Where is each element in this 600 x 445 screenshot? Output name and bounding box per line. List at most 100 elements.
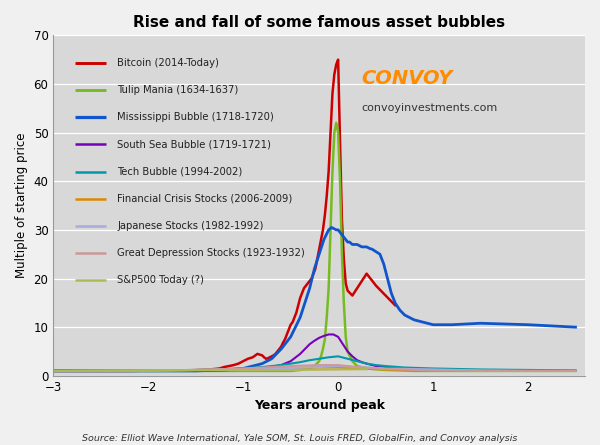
South Sea Bubble (1719-1721) (477, 368, 484, 374)
South Sea Bubble (1719-1721) (311, 338, 318, 344)
Financial Crisis Stocks (2006-2009) (97, 368, 104, 373)
Mississippi Bubble (1718-1720) (572, 324, 579, 330)
Bitcoin (2014-Today) (50, 368, 57, 374)
South Sea Bubble (1719-1721) (572, 368, 579, 374)
S&P500 Today (?) (50, 368, 57, 374)
Financial Crisis Stocks (2006-2009) (382, 367, 389, 372)
Japanese Stocks (1982-1992) (145, 368, 152, 373)
Tech Bubble (1994-2002) (50, 368, 57, 374)
Line: Japanese Stocks (1982-1992): Japanese Stocks (1982-1992) (53, 366, 575, 371)
Mississippi Bubble (1718-1720) (361, 244, 368, 250)
Mississippi Bubble (1718-1720) (346, 239, 353, 245)
Mississippi Bubble (1718-1720) (337, 230, 344, 235)
Tulip Mania (1634-1637) (287, 368, 294, 374)
Tech Bubble (1994-2002) (259, 364, 266, 370)
Tech Bubble (1994-2002) (192, 367, 199, 372)
Financial Crisis Stocks (2006-2009) (335, 365, 342, 370)
Tech Bubble (1994-2002) (344, 356, 351, 361)
South Sea Bubble (1719-1721) (335, 334, 342, 340)
South Sea Bubble (1719-1721) (339, 341, 346, 347)
Tech Bubble (1994-2002) (430, 366, 437, 371)
Mississippi Bubble (1718-1720) (369, 247, 376, 252)
Tech Bubble (1994-2002) (524, 367, 532, 372)
Great Depression Stocks (1923-1932) (145, 368, 152, 373)
Japanese Stocks (1982-1992) (363, 365, 370, 370)
Mississippi Bubble (1718-1720) (287, 334, 294, 340)
Great Depression Stocks (1923-1932) (353, 364, 361, 370)
Great Depression Stocks (1923-1932) (97, 368, 104, 373)
Tulip Mania (1634-1637) (340, 300, 347, 306)
Mississippi Bubble (1718-1720) (296, 315, 304, 320)
South Sea Bubble (1719-1721) (306, 341, 313, 347)
South Sea Bubble (1719-1721) (349, 354, 356, 359)
Great Depression Stocks (1923-1932) (477, 368, 484, 374)
Y-axis label: Multiple of starting price: Multiple of starting price (15, 133, 28, 278)
South Sea Bubble (1719-1721) (373, 364, 380, 369)
Text: South Sea Bubble (1719-1721): South Sea Bubble (1719-1721) (117, 139, 271, 149)
Bitcoin (2014-Today) (295, 303, 302, 308)
Mississippi Bubble (1718-1720) (306, 286, 313, 291)
Tech Bubble (1994-2002) (239, 366, 247, 371)
Mississippi Bubble (1718-1720) (268, 356, 275, 361)
Mississippi Bubble (1718-1720) (392, 300, 399, 306)
Line: Mississippi Bubble (1718-1720): Mississippi Bubble (1718-1720) (53, 227, 575, 371)
South Sea Bubble (1719-1721) (192, 368, 199, 374)
S&P500 Today (?) (145, 368, 152, 373)
South Sea Bubble (1719-1721) (430, 367, 437, 372)
Mississippi Bubble (1718-1720) (278, 346, 285, 352)
Tech Bubble (1994-2002) (373, 362, 380, 368)
South Sea Bubble (1719-1721) (320, 333, 328, 339)
Mississippi Bubble (1718-1720) (259, 361, 266, 366)
Tech Bubble (1994-2002) (278, 362, 285, 368)
X-axis label: Years around peak: Years around peak (254, 399, 385, 412)
Financial Crisis Stocks (2006-2009) (287, 365, 294, 371)
S&P500 Today (?) (239, 368, 247, 373)
Tulip Mania (1634-1637) (524, 368, 532, 374)
Great Depression Stocks (1923-1932) (382, 366, 389, 372)
Tulip Mania (1634-1637) (327, 227, 334, 233)
Mississippi Bubble (1718-1720) (401, 312, 408, 318)
Tulip Mania (1634-1637) (321, 336, 328, 342)
Great Depression Stocks (1923-1932) (572, 368, 579, 374)
Mississippi Bubble (1718-1720) (192, 368, 199, 374)
Tulip Mania (1634-1637) (259, 368, 266, 374)
Text: Mississippi Bubble (1718-1720): Mississippi Bubble (1718-1720) (117, 112, 274, 122)
Great Depression Stocks (1923-1932) (524, 368, 532, 374)
Japanese Stocks (1982-1992) (97, 368, 104, 373)
Mississippi Bubble (1718-1720) (320, 237, 328, 242)
Mississippi Bubble (1718-1720) (353, 242, 361, 247)
South Sea Bubble (1719-1721) (287, 359, 294, 364)
Mississippi Bubble (1718-1720) (366, 246, 373, 251)
South Sea Bubble (1719-1721) (296, 351, 304, 356)
Tulip Mania (1634-1637) (344, 349, 351, 354)
Mississippi Bubble (1718-1720) (384, 276, 391, 281)
Bitcoin (2014-Today) (335, 57, 342, 62)
Financial Crisis Stocks (2006-2009) (145, 368, 152, 373)
Tech Bubble (1994-2002) (382, 364, 389, 369)
Tulip Mania (1634-1637) (317, 354, 325, 359)
S&P500 Today (?) (316, 367, 323, 372)
Line: Great Depression Stocks (1923-1932): Great Depression Stocks (1923-1932) (53, 365, 575, 371)
Line: S&P500 Today (?): S&P500 Today (?) (53, 369, 367, 371)
Tech Bubble (1994-2002) (145, 368, 152, 374)
Text: S&P500 Today (?): S&P500 Today (?) (117, 275, 204, 285)
Bitcoin (2014-Today) (349, 293, 356, 298)
Tulip Mania (1634-1637) (50, 368, 57, 374)
Tulip Mania (1634-1637) (192, 368, 199, 374)
Tech Bubble (1994-2002) (335, 354, 342, 359)
Financial Crisis Stocks (2006-2009) (477, 368, 484, 374)
Line: Tech Bubble (1994-2002): Tech Bubble (1994-2002) (53, 356, 575, 371)
Tulip Mania (1634-1637) (296, 367, 304, 372)
Japanese Stocks (1982-1992) (572, 368, 579, 374)
Mississippi Bubble (1718-1720) (380, 261, 388, 267)
Tulip Mania (1634-1637) (332, 120, 340, 125)
Mississippi Bubble (1718-1720) (373, 249, 380, 255)
Financial Crisis Stocks (2006-2009) (430, 368, 437, 374)
Tulip Mania (1634-1637) (319, 346, 326, 352)
S&P500 Today (?) (335, 367, 342, 372)
Tech Bubble (1994-2002) (325, 355, 332, 360)
South Sea Bubble (1719-1721) (50, 368, 57, 374)
Japanese Stocks (1982-1992) (239, 366, 247, 372)
Mississippi Bubble (1718-1720) (430, 322, 437, 328)
Mississippi Bubble (1718-1720) (352, 242, 359, 247)
